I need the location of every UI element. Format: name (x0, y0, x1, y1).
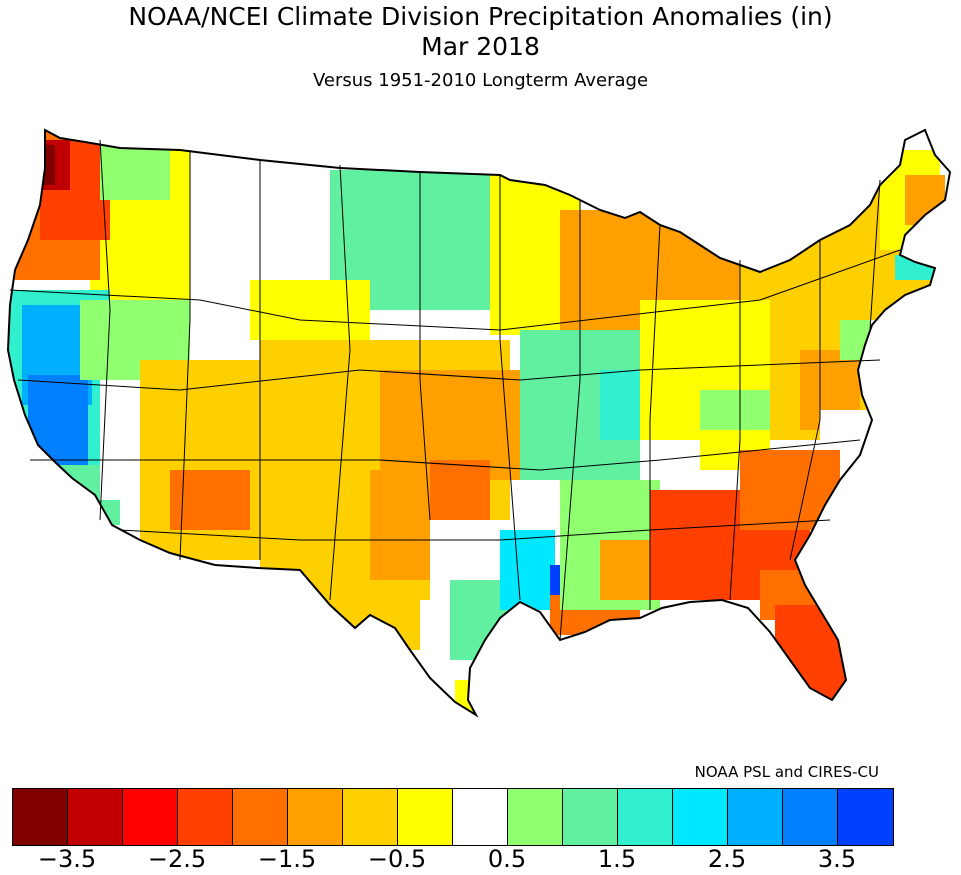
map-subtitle: Versus 1951-2010 Longterm Average (312, 70, 649, 91)
colorbar-swatch (618, 789, 673, 845)
colorbar-swatch (343, 789, 398, 845)
map-date: Mar 2018 (421, 32, 540, 61)
colorbar (12, 788, 894, 846)
colorbar-swatch (453, 789, 508, 845)
colorbar-tick-label: 0.5 (487, 845, 527, 873)
colorbar-tick-label: 3.5 (817, 845, 857, 873)
colorbar-tick-label: 1.5 (597, 845, 637, 873)
colorbar-swatch (728, 789, 783, 845)
colorbar-tick-label: 2.5 (707, 845, 747, 873)
credit-label: NOAA PSL and CIRES-CU (694, 763, 879, 781)
climate-division-regions (8, 130, 950, 715)
us-climate-division-map (7, 129, 951, 716)
colorbar-tick-label: −3.5 (37, 845, 97, 873)
colorbar-swatch (13, 789, 68, 845)
colorbar-swatch (563, 789, 618, 845)
colorbar-swatch (288, 789, 343, 845)
colorbar-swatch (673, 789, 728, 845)
colorbar-swatch (838, 789, 893, 845)
colorbar-swatch (783, 789, 838, 845)
map-title: NOAA/NCEI Climate Division Precipitation… (128, 2, 833, 31)
colorbar-swatch (398, 789, 453, 845)
colorbar-swatch (178, 789, 233, 845)
colorbar-swatch (123, 789, 178, 845)
colorbar-swatch (68, 789, 123, 845)
colorbar-tick-label: −1.5 (257, 845, 317, 873)
colorbar-swatch (233, 789, 288, 845)
division-boundaries (9, 139, 901, 641)
colorbar-tick-label: −2.5 (147, 845, 207, 873)
colorbar-swatch (508, 789, 563, 845)
colorbar-tick-label: −0.5 (367, 845, 427, 873)
